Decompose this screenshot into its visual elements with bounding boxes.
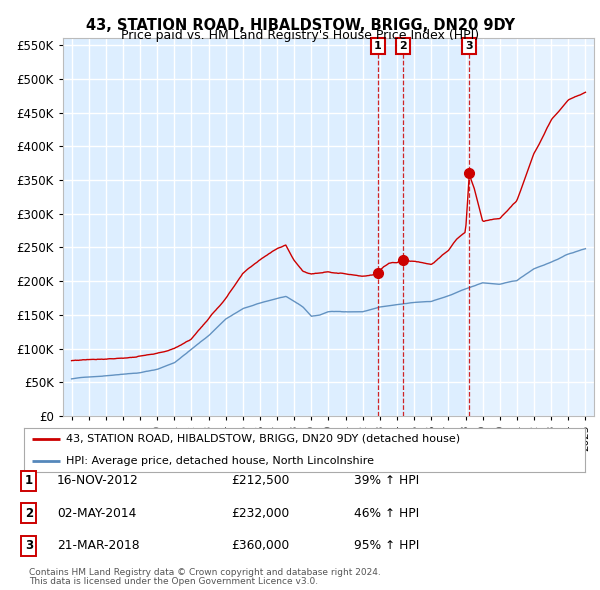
- Text: 43, STATION ROAD, HIBALDSTOW, BRIGG, DN20 9DY (detached house): 43, STATION ROAD, HIBALDSTOW, BRIGG, DN2…: [66, 434, 460, 444]
- Text: Contains HM Land Registry data © Crown copyright and database right 2024.: Contains HM Land Registry data © Crown c…: [29, 568, 380, 577]
- Text: HPI: Average price, detached house, North Lincolnshire: HPI: Average price, detached house, Nort…: [66, 456, 374, 466]
- Text: 46% ↑ HPI: 46% ↑ HPI: [354, 507, 419, 520]
- Text: 1: 1: [25, 474, 33, 487]
- Text: £212,500: £212,500: [231, 474, 289, 487]
- Text: 39% ↑ HPI: 39% ↑ HPI: [354, 474, 419, 487]
- Text: 16-NOV-2012: 16-NOV-2012: [57, 474, 139, 487]
- Text: This data is licensed under the Open Government Licence v3.0.: This data is licensed under the Open Gov…: [29, 578, 318, 586]
- Text: 95% ↑ HPI: 95% ↑ HPI: [354, 539, 419, 552]
- Text: 3: 3: [466, 41, 473, 51]
- Text: 3: 3: [25, 539, 33, 552]
- Text: 1: 1: [374, 41, 382, 51]
- Text: £232,000: £232,000: [231, 507, 289, 520]
- Text: 21-MAR-2018: 21-MAR-2018: [57, 539, 140, 552]
- Text: 43, STATION ROAD, HIBALDSTOW, BRIGG, DN20 9DY: 43, STATION ROAD, HIBALDSTOW, BRIGG, DN2…: [86, 18, 515, 32]
- Text: 2: 2: [399, 41, 407, 51]
- Text: 2: 2: [25, 507, 33, 520]
- Text: 02-MAY-2014: 02-MAY-2014: [57, 507, 136, 520]
- Bar: [466, 38, 594, 416]
- Text: Price paid vs. HM Land Registry's House Price Index (HPI): Price paid vs. HM Land Registry's House …: [121, 30, 479, 42]
- Text: £360,000: £360,000: [231, 539, 289, 552]
